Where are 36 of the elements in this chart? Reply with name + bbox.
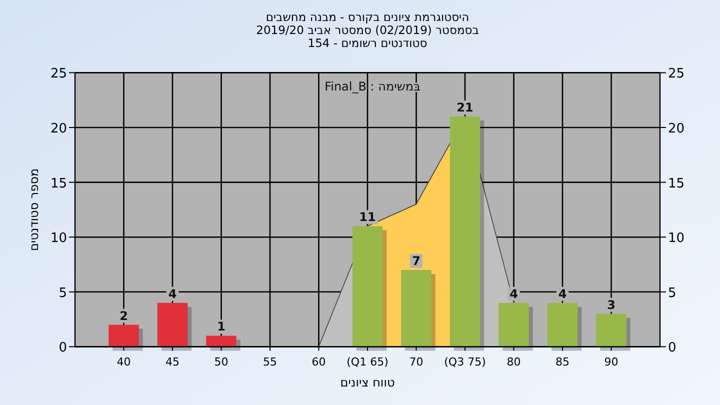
y2-tick-label: 5 — [668, 286, 676, 301]
y2-tick-label: 15 — [668, 176, 685, 192]
data-label: 3 — [607, 298, 616, 312]
chart-title: היסטוגרמת ציונים בקורס - מבנה מחשבים — [266, 10, 470, 24]
x-tick-label: 60 — [312, 356, 326, 369]
data-label: 1 — [217, 320, 226, 334]
data-label: 4 — [510, 286, 518, 301]
y-tick-label: 20 — [50, 122, 67, 136]
x-tick-label: 80 — [506, 356, 521, 369]
y-tick-label: 10 — [50, 231, 67, 246]
x-tick-label: 40 — [116, 356, 131, 369]
data-label: 4 — [168, 286, 177, 301]
y-tick-label: 15 — [50, 176, 67, 192]
y-axis-title: מספר סטודנטים — [27, 168, 41, 252]
y2-tick-label: 10 — [668, 231, 685, 246]
x-tick-label: (Q1 65) — [346, 356, 388, 369]
y2-tick-label: 0 — [668, 340, 676, 356]
x-tick-label: 55 — [263, 356, 277, 369]
data-label: 11 — [359, 210, 376, 224]
x-tick-label: 50 — [214, 356, 228, 369]
chart-subtitle: בסמסטר (02/2019) סמסטר אביב 2019/20 סטודנטים רשומים - 154 — [256, 23, 480, 50]
y-tick-label: 0 — [58, 340, 67, 356]
x-tick-label: 45 — [166, 356, 180, 369]
x-tick-label: 90 — [604, 356, 618, 369]
data-label: 4 — [558, 286, 567, 301]
x-axis-title: טווח ציונים — [340, 376, 395, 390]
y-tick-label: 25 — [50, 66, 67, 82]
y-tick-label: 5 — [58, 286, 67, 301]
data-label: 7 — [412, 254, 420, 268]
x-tick-label: 85 — [556, 356, 570, 369]
y2-tick-label: 25 — [668, 66, 685, 82]
data-label: 21 — [456, 100, 474, 115]
x-tick-label: 70 — [409, 356, 424, 369]
data-label: 2 — [120, 308, 128, 323]
x-tick-label: (Q3 75) — [444, 356, 486, 369]
y2-tick-label: 20 — [668, 122, 685, 136]
